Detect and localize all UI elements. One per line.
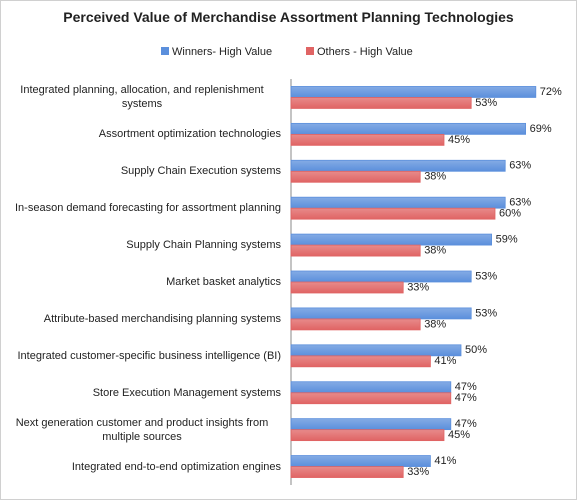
value-label: 60% xyxy=(499,208,521,220)
bar xyxy=(290,207,496,220)
bar xyxy=(290,392,452,405)
bar xyxy=(290,133,445,146)
bar xyxy=(290,122,527,135)
category-label: Store Execution Management systems xyxy=(3,375,281,411)
bar xyxy=(290,233,493,246)
value-label: 47% xyxy=(455,418,477,430)
category-label: Next generation customer and product ins… xyxy=(3,412,281,448)
bar xyxy=(290,270,472,283)
category-text: Integrated customer-specific business in… xyxy=(17,349,281,362)
category-label: Integrated planning, allocation, and rep… xyxy=(3,79,281,115)
bar xyxy=(290,418,452,431)
value-label: 69% xyxy=(530,123,552,135)
category-label: Supply Chain Planning systems xyxy=(3,227,281,263)
legend-swatch xyxy=(306,47,314,55)
category-label: Market basket analytics xyxy=(3,264,281,300)
category-label: Integrated customer-specific business in… xyxy=(3,338,281,374)
value-label: 53% xyxy=(475,307,497,319)
value-label: 47% xyxy=(455,392,477,404)
bar xyxy=(290,344,462,357)
value-label: 59% xyxy=(496,233,518,245)
category-text: Supply Chain Planning systems xyxy=(126,239,281,252)
value-label: 50% xyxy=(465,344,487,356)
bar xyxy=(290,318,421,331)
legend-label: Winners- High Value xyxy=(172,46,272,58)
value-label: 45% xyxy=(448,134,470,146)
bar xyxy=(290,429,445,442)
bar xyxy=(290,455,431,467)
category-label: Assortment optimization technologies xyxy=(3,116,281,152)
category-label: In-season demand forecasting for assortm… xyxy=(3,190,281,226)
category-label: Attribute-based merchandising planning s… xyxy=(3,301,281,337)
value-label: 38% xyxy=(424,318,446,330)
bar xyxy=(290,196,506,209)
category-text: Integrated end-to-end optimization engin… xyxy=(71,460,281,473)
category-text: Attribute-based merchandising planning s… xyxy=(43,312,281,325)
category-text: Market basket analytics xyxy=(166,276,281,288)
chart-title: Perceived Value of Merchandise Assortmen… xyxy=(63,9,514,25)
bar xyxy=(290,170,421,183)
bar xyxy=(290,244,421,257)
value-label: 63% xyxy=(509,160,531,172)
value-label: 38% xyxy=(424,244,446,256)
bar xyxy=(290,355,431,368)
value-label: 41% xyxy=(434,355,456,367)
value-label: 72% xyxy=(540,86,562,98)
bar xyxy=(290,86,537,98)
value-label: 38% xyxy=(424,171,446,183)
value-label: 33% xyxy=(407,281,429,293)
value-label: 63% xyxy=(509,197,531,209)
value-label: 41% xyxy=(434,455,456,467)
value-label: 47% xyxy=(455,381,477,393)
category-label: Supply Chain Execution systems xyxy=(3,153,281,189)
category-text: Store Execution Management systems xyxy=(92,386,281,399)
category-text: In-season demand forecasting for assortm… xyxy=(15,202,281,215)
category-text: Integrated planning, allocation, and rep… xyxy=(20,84,264,111)
bar xyxy=(290,159,506,172)
category-label: Integrated end-to-end optimization engin… xyxy=(3,449,281,485)
value-label: 53% xyxy=(475,97,497,109)
value-label: 45% xyxy=(448,429,470,441)
category-text: Assortment optimization technologies xyxy=(98,128,281,141)
bar xyxy=(290,466,404,478)
legend-swatch xyxy=(161,47,169,55)
legend-label: Others - High Value xyxy=(317,46,413,58)
category-text: Next generation customer and product ins… xyxy=(15,416,269,443)
bar xyxy=(290,381,452,394)
value-label: 33% xyxy=(407,466,429,478)
bar xyxy=(290,307,472,320)
category-text: Supply Chain Execution systems xyxy=(120,165,281,178)
value-label: 53% xyxy=(475,270,497,282)
bar xyxy=(290,97,472,109)
bar xyxy=(290,281,404,294)
